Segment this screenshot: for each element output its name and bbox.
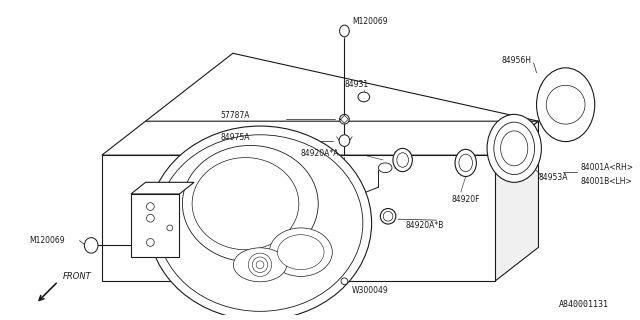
Text: 84953A: 84953A xyxy=(538,173,568,182)
Text: 84001A<RH>: 84001A<RH> xyxy=(580,163,633,172)
Text: M120069: M120069 xyxy=(29,236,65,245)
Text: A840001131: A840001131 xyxy=(559,300,609,309)
Text: 84956H: 84956H xyxy=(502,56,532,65)
Text: 57787A: 57787A xyxy=(220,111,250,120)
Ellipse shape xyxy=(182,146,318,262)
Text: 84920A*A: 84920A*A xyxy=(301,149,339,158)
Ellipse shape xyxy=(358,92,370,102)
Ellipse shape xyxy=(494,122,534,174)
Ellipse shape xyxy=(500,131,528,166)
Ellipse shape xyxy=(84,238,98,253)
Polygon shape xyxy=(495,121,538,281)
Ellipse shape xyxy=(536,68,595,141)
Text: 84920F: 84920F xyxy=(451,195,479,204)
Ellipse shape xyxy=(234,248,287,282)
Ellipse shape xyxy=(397,153,408,167)
Ellipse shape xyxy=(340,25,349,37)
Polygon shape xyxy=(131,194,179,257)
Ellipse shape xyxy=(459,154,472,172)
Text: 84975A: 84975A xyxy=(220,133,250,142)
Ellipse shape xyxy=(393,148,412,172)
Text: 84931: 84931 xyxy=(344,80,369,89)
Text: 84001B<LH>: 84001B<LH> xyxy=(580,177,632,186)
Ellipse shape xyxy=(269,228,332,276)
Ellipse shape xyxy=(192,157,299,250)
Circle shape xyxy=(341,278,348,285)
Text: 84920A*B: 84920A*B xyxy=(406,221,444,230)
Ellipse shape xyxy=(278,235,324,270)
Ellipse shape xyxy=(378,163,392,172)
Ellipse shape xyxy=(148,126,372,320)
Ellipse shape xyxy=(455,149,476,177)
Ellipse shape xyxy=(339,135,350,147)
Text: W300049: W300049 xyxy=(352,286,389,295)
Text: M120069: M120069 xyxy=(352,17,388,26)
Text: FRONT: FRONT xyxy=(63,272,92,281)
Ellipse shape xyxy=(380,209,396,224)
Ellipse shape xyxy=(383,212,393,221)
Polygon shape xyxy=(131,182,194,194)
Polygon shape xyxy=(102,121,538,155)
Polygon shape xyxy=(102,155,495,281)
Ellipse shape xyxy=(487,114,541,182)
Ellipse shape xyxy=(340,114,349,124)
Ellipse shape xyxy=(157,135,363,311)
